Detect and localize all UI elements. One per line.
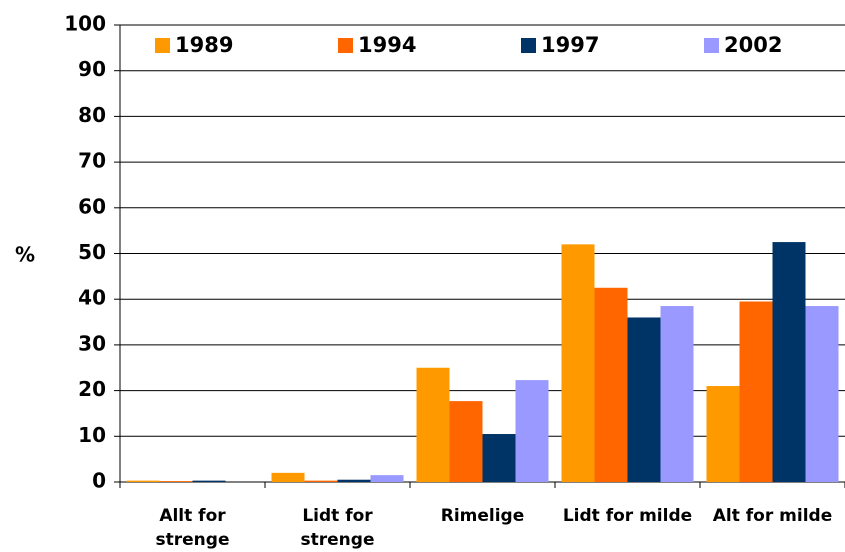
y-tick-label: 10 [78,423,106,447]
y-tick-label: 20 [78,377,106,401]
bar [805,306,839,482]
bar [126,480,160,482]
y-tick-label: 50 [78,240,106,264]
legend-swatch [521,38,536,53]
bar [304,480,338,482]
bar [706,386,740,482]
bar [594,287,628,482]
legend-label: 1989 [175,33,233,57]
y-tick-label: 0 [92,469,106,493]
y-tick-label: 60 [78,194,106,218]
legend-swatch [704,38,719,53]
x-tick-label: Allt for strenge [155,506,230,550]
bar [370,475,404,482]
x-tick-label: Rimelige [440,506,525,526]
x-tick-label: Lidt for strenge [300,506,375,550]
y-tick-label: 40 [78,286,106,310]
bar [416,367,450,482]
y-tick-label: 70 [78,149,106,173]
bar [482,434,516,482]
y-tick-label: 30 [78,331,106,355]
bar [739,301,773,482]
y-tick-label: 100 [64,12,106,36]
y-tick-label: 90 [78,57,106,81]
bar [449,401,483,482]
bar [627,317,661,482]
bar [337,479,371,482]
legend-label: 1997 [541,33,599,57]
x-tick-label: Lidt for milde [562,506,693,526]
legend-label: 2002 [724,33,782,57]
legend-label: 1994 [358,33,416,57]
bar [515,380,549,482]
x-tick-label: Alt for milde [712,506,833,526]
bar [772,242,806,482]
bar [159,481,193,482]
y-tick-label: 80 [78,103,106,127]
bar [192,480,226,482]
bar [561,244,595,482]
legend-swatch [155,38,170,53]
legend-swatch [338,38,353,53]
bar [660,306,694,482]
y-axis-label: % [15,243,35,267]
bar [271,472,305,482]
